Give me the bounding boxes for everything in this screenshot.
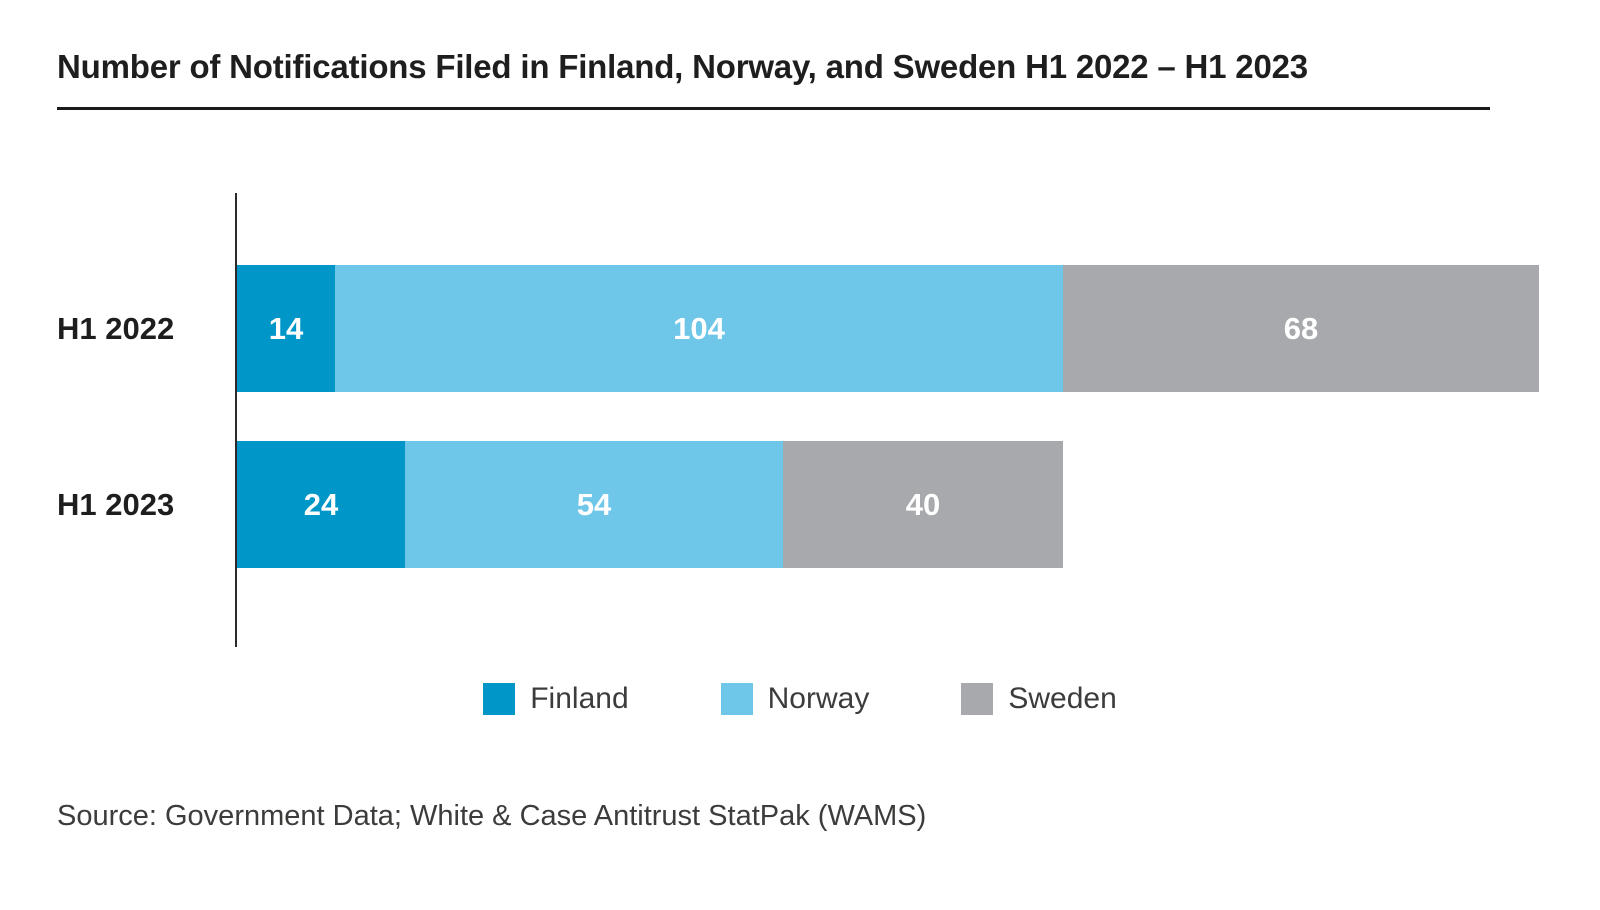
stacked-bar: 14 104 68 [237, 265, 1539, 392]
bar-segment-finland: 14 [237, 265, 335, 392]
category-label: H1 2022 [57, 310, 175, 346]
legend: Finland Norway Sweden [0, 682, 1600, 716]
legend-item-norway: Norway [720, 682, 870, 716]
legend-label-sweden: Sweden [1008, 682, 1117, 715]
stacked-bar: 24 54 40 [237, 441, 1063, 568]
bar-segment-finland: 24 [237, 441, 405, 568]
finland-swatch-icon [483, 683, 516, 715]
bar-value-label: 24 [303, 486, 339, 522]
legend-item-sweden: Sweden [961, 682, 1117, 716]
bar-value-label: 14 [268, 310, 304, 346]
sweden-swatch-icon [961, 683, 994, 715]
bar-value-label: 104 [673, 310, 725, 346]
y-axis-line [235, 193, 237, 647]
source-text: Source: Government Data; White & Case An… [57, 800, 927, 832]
bar-value-label: 40 [905, 486, 941, 522]
legend-item-finland: Finland [483, 682, 629, 716]
legend-label-finland: Finland [530, 682, 629, 715]
bar-value-label: 54 [576, 486, 612, 522]
legend-label-norway: Norway [767, 682, 870, 715]
chart-title: Number of Notifications Filed in Finland… [57, 48, 1308, 85]
bar-segment-sweden: 68 [1063, 265, 1539, 392]
norway-swatch-icon [720, 683, 753, 715]
title-divider [57, 107, 1490, 110]
bar-segment-norway: 54 [405, 441, 783, 568]
category-label: H1 2023 [57, 486, 175, 522]
bar-value-label: 68 [1283, 310, 1319, 346]
bar-segment-sweden: 40 [783, 441, 1063, 568]
bar-segment-norway: 104 [335, 265, 1063, 392]
